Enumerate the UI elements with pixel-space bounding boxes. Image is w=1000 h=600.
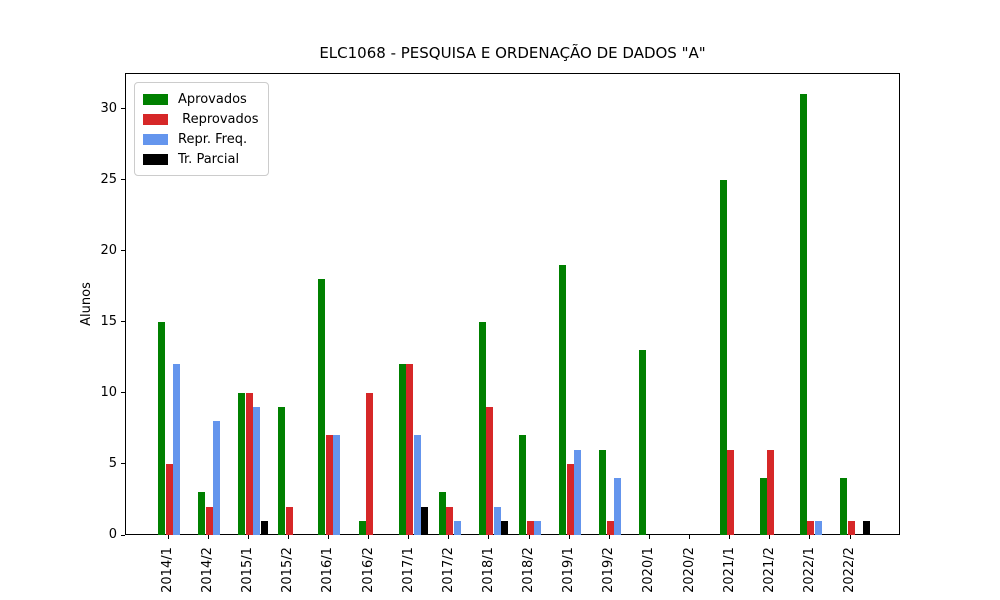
bar-repr-freq--2019-2	[614, 478, 622, 535]
y-tick-mark	[121, 392, 125, 394]
bar-aprovados-2020-1	[639, 350, 647, 535]
bar-reprovados-2016-1	[325, 435, 333, 535]
y-tick-label: 20	[100, 242, 117, 258]
bar-repr-freq--2022-1	[814, 520, 822, 535]
bar-aprovados-2015-2	[278, 407, 286, 535]
legend-item-label: Reprovados	[178, 111, 259, 127]
bar-aprovados-2021-2	[759, 478, 767, 535]
y-tick-mark	[121, 321, 125, 323]
x-tick-mark	[528, 535, 530, 539]
x-tick-mark	[327, 535, 329, 539]
legend-swatch	[143, 153, 168, 165]
bar-aprovados-2014-1	[158, 321, 165, 535]
bar-aprovados-2017-1	[398, 364, 406, 535]
bar-reprovados-2019-2	[606, 520, 614, 535]
legend-item: Reprovados	[143, 109, 258, 129]
x-tick-mark	[448, 535, 450, 539]
bar-reprovados-2017-2	[446, 506, 454, 535]
bar-aprovados-2016-1	[318, 279, 326, 535]
bar-reprovados-2022-2	[847, 520, 855, 535]
x-tick-mark	[368, 535, 370, 539]
x-tick-mark	[689, 535, 691, 539]
bar-tr-parcial-2017-1	[421, 506, 429, 535]
y-tick-label: 15	[100, 313, 117, 329]
bar-aprovados-2019-1	[559, 264, 567, 535]
x-tick-mark	[287, 535, 289, 539]
y-tick-mark	[121, 250, 125, 252]
bar-aprovados-2021-1	[719, 179, 727, 535]
bar-aprovados-2022-1	[799, 94, 807, 535]
bar-repr-freq--2014-2	[213, 421, 221, 535]
x-tick-mark	[849, 535, 851, 539]
y-tick-label: 25	[100, 171, 117, 187]
y-tick-label: 10	[100, 384, 117, 400]
x-tick-mark	[568, 535, 570, 539]
legend-item-label: Tr. Parcial	[178, 151, 240, 167]
bar-aprovados-2018-2	[519, 435, 527, 535]
x-tick-mark	[247, 535, 249, 539]
legend-item: Repr. Freq.	[143, 129, 258, 149]
x-tick-mark	[207, 535, 209, 539]
x-tick-mark	[488, 535, 490, 539]
bar-reprovados-2015-2	[285, 506, 293, 535]
x-tick-mark	[809, 535, 811, 539]
x-tick-mark	[729, 535, 731, 539]
bar-repr-freq--2015-1	[253, 407, 261, 535]
x-tick-label: 2020/2	[681, 547, 697, 593]
bar-aprovados-2014-2	[198, 492, 206, 535]
y-tick-label: 30	[100, 100, 117, 116]
bar-repr-freq--2017-2	[453, 520, 461, 535]
legend-swatch	[143, 93, 168, 105]
bar-tr-parcial-2018-1	[501, 520, 509, 535]
y-tick-mark	[121, 463, 125, 465]
bar-tr-parcial-2015-1	[260, 520, 268, 535]
y-tick-mark	[121, 179, 125, 181]
bar-reprovados-2014-1	[165, 463, 173, 535]
y-axis-title: Alunos	[79, 282, 94, 326]
bar-aprovados-2015-1	[238, 392, 246, 535]
bar-aprovados-2022-2	[840, 478, 847, 535]
x-tick-mark	[608, 535, 610, 539]
x-tick-mark	[167, 535, 169, 539]
legend-item-label: Aprovados	[178, 91, 247, 107]
legend-item-label: Repr. Freq.	[178, 131, 248, 147]
bar-repr-freq--2018-1	[493, 506, 501, 535]
bar-reprovados-2018-1	[486, 407, 494, 535]
bar-aprovados-2016-2	[358, 520, 366, 535]
y-tick-mark	[121, 534, 125, 536]
bar-reprovados-2014-2	[205, 506, 213, 535]
y-tick-label: 0	[108, 527, 117, 542]
bar-reprovados-2017-1	[406, 364, 414, 535]
bar-reprovados-2022-1	[807, 520, 815, 535]
chart-title: ELC1068 - PESQUISA E ORDENAÇÃO DE DADOS …	[319, 44, 706, 62]
bar-reprovados-2021-2	[767, 449, 775, 535]
bar-repr-freq--2018-2	[534, 520, 542, 535]
x-tick-mark	[408, 535, 410, 539]
bar-repr-freq--2016-1	[333, 435, 341, 535]
bar-reprovados-2016-2	[366, 392, 374, 535]
legend-swatch	[143, 133, 168, 145]
y-tick-mark	[121, 108, 125, 110]
bar-aprovados-2019-2	[599, 449, 607, 535]
x-tick-mark	[648, 535, 650, 539]
bar-reprovados-2019-1	[566, 463, 574, 535]
y-tick-label: 5	[108, 455, 117, 471]
legend-item: Tr. Parcial	[143, 149, 258, 169]
legend-swatch	[143, 113, 168, 125]
bar-aprovados-2018-1	[478, 321, 486, 535]
bar-reprovados-2015-1	[245, 392, 253, 535]
legend: Aprovados Reprovados Repr. Freq. Tr. Parci…	[134, 82, 270, 176]
bar-reprovados-2018-2	[526, 520, 534, 535]
x-tick-mark	[769, 535, 771, 539]
bar-repr-freq--2019-1	[574, 449, 582, 535]
legend-item: Aprovados	[143, 89, 258, 109]
bar-tr-parcial-2022-2	[862, 520, 870, 535]
bar-reprovados-2021-1	[727, 449, 735, 535]
bar-repr-freq--2014-1	[173, 364, 180, 535]
bar-repr-freq--2017-1	[413, 435, 421, 535]
bar-aprovados-2017-2	[438, 492, 446, 535]
